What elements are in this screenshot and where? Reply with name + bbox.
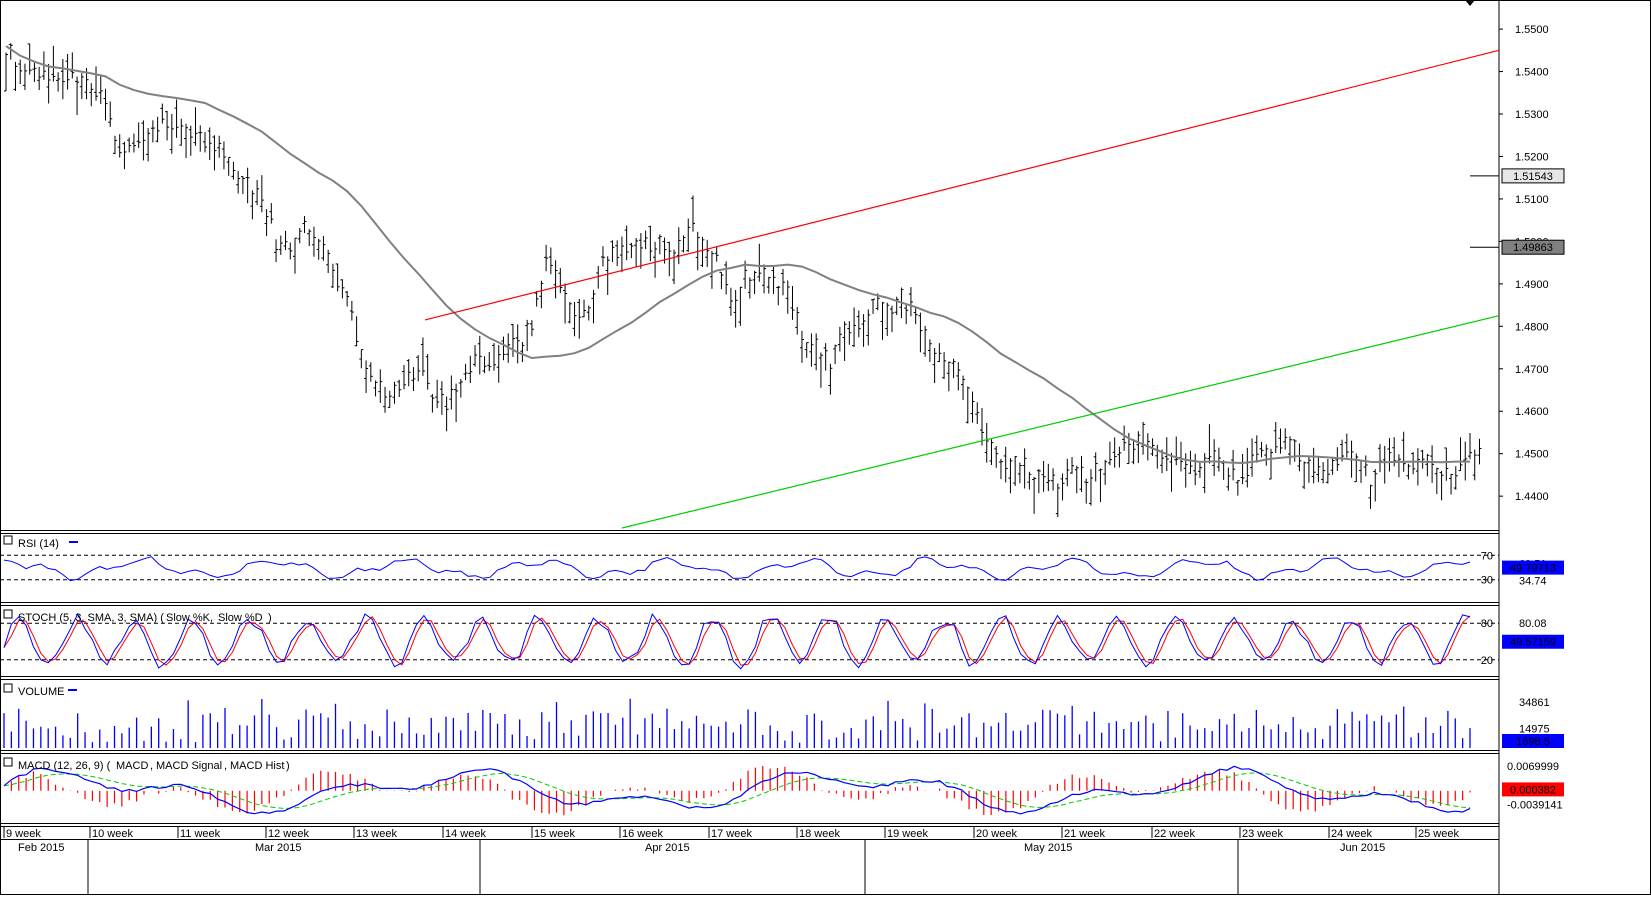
week-label: 23 week bbox=[1242, 828, 1283, 840]
stoch-toggle-box bbox=[3, 609, 13, 619]
week-label: 17 week bbox=[711, 828, 752, 840]
resistance-trendline bbox=[424, 49, 1500, 321]
sma-value-label: 1.49863 bbox=[1513, 242, 1553, 254]
week-label: 10 week bbox=[92, 828, 133, 840]
sma-line bbox=[5, 45, 1470, 465]
month-label: Jun 2015 bbox=[1340, 842, 1385, 854]
price-tick-label: 1.5300 bbox=[1515, 109, 1549, 121]
week-label: 20 week bbox=[976, 828, 1017, 840]
rsi-toggle-box bbox=[3, 535, 13, 545]
rsi-level-30: 30 bbox=[1481, 575, 1493, 587]
stoch-d-legend: Slow %D bbox=[218, 612, 263, 624]
price-tick-label: 1.5500 bbox=[1515, 24, 1549, 36]
price-tick-label: 1.4500 bbox=[1515, 449, 1549, 461]
macd-legend-hist: MACD Hist bbox=[230, 760, 284, 772]
support-trendline bbox=[621, 315, 1500, 529]
stoch-legend-sep: , bbox=[210, 612, 213, 624]
stoch-d-line bbox=[3, 615, 1471, 666]
macd-title: MACD (12, 26, 9) ( bbox=[18, 760, 111, 772]
stoch-level-20: 20 bbox=[1481, 655, 1493, 667]
macd-toggle-box bbox=[3, 757, 13, 767]
week-label: 16 week bbox=[622, 828, 663, 840]
week-label: 15 week bbox=[534, 828, 575, 840]
week-label: 12 week bbox=[268, 828, 309, 840]
stoch-value-box bbox=[1502, 634, 1564, 649]
price-tick-label: 1.5100 bbox=[1515, 194, 1549, 206]
week-label: 14 week bbox=[445, 828, 486, 840]
rsi-value-label: 49.79713 bbox=[1510, 563, 1556, 575]
last-price-box bbox=[1501, 168, 1565, 184]
price-tick-label: 1.4600 bbox=[1515, 406, 1549, 418]
macd-line bbox=[3, 765, 1471, 815]
week-label: 9 week bbox=[6, 828, 41, 840]
volume-value-box bbox=[1502, 734, 1564, 748]
week-label: 19 week bbox=[887, 828, 928, 840]
macd-value-label: 0.000382 bbox=[1510, 784, 1556, 796]
stoch-k-line bbox=[3, 612, 1471, 670]
price-tick-label: 1.4900 bbox=[1515, 279, 1549, 291]
macd-legend-macd: MACD bbox=[116, 760, 148, 772]
price-tick-label: 1.4400 bbox=[1515, 491, 1549, 503]
stoch-title: STOCH (5, 3, SMA, 3, SMA) ( bbox=[18, 612, 164, 624]
stoch-tick-1: 80.08 bbox=[1519, 618, 1547, 630]
macd-legend-signal: MACD Signal bbox=[156, 760, 222, 772]
macd-legend-sep1: , bbox=[150, 760, 153, 772]
price-tick-label: 1.5200 bbox=[1515, 151, 1549, 163]
macd-legend-sep2: , bbox=[224, 760, 227, 772]
macd-legend-close: ) bbox=[286, 760, 290, 772]
month-label: Mar 2015 bbox=[255, 842, 301, 854]
volume-toggle-box bbox=[3, 683, 13, 693]
volume-tick-2: 14975 bbox=[1519, 723, 1550, 735]
stoch-level-80: 80 bbox=[1481, 618, 1493, 630]
macd-tick-1: 0.0069999 bbox=[1507, 761, 1559, 773]
week-label: 25 week bbox=[1418, 828, 1459, 840]
rsi-value-box bbox=[1502, 560, 1564, 575]
volume-tick-1: 34861 bbox=[1519, 697, 1550, 709]
week-label: 13 week bbox=[356, 828, 397, 840]
price-tick-label: 1.4800 bbox=[1515, 321, 1549, 333]
week-label: 18 week bbox=[799, 828, 840, 840]
week-label: 11 week bbox=[180, 828, 221, 840]
rsi-title: RSI (14) bbox=[18, 538, 59, 550]
month-label: Feb 2015 bbox=[18, 842, 64, 854]
volume-title: VOLUME bbox=[18, 686, 64, 698]
week-label: 24 week bbox=[1331, 828, 1372, 840]
macd-tick-2: -0.0039141 bbox=[1507, 800, 1563, 812]
week-label: 22 week bbox=[1154, 828, 1195, 840]
price-tick-label: 1.4700 bbox=[1515, 364, 1549, 376]
stoch-k-legend: Slow %K bbox=[166, 612, 211, 624]
month-label: Apr 2015 bbox=[645, 842, 690, 854]
stoch-value-label: 49.57159 bbox=[1510, 637, 1556, 649]
scroll-marker-icon bbox=[1465, 0, 1475, 6]
rsi-level-70: 70 bbox=[1481, 550, 1493, 562]
volume-value-label: 1698.5 bbox=[1516, 736, 1550, 748]
week-label: 21 week bbox=[1064, 828, 1105, 840]
rsi-line bbox=[3, 556, 1471, 582]
macd-signal-line bbox=[3, 772, 1471, 809]
last-price-label: 1.51543 bbox=[1513, 171, 1553, 183]
macd-value-box bbox=[1502, 782, 1564, 797]
sma-value-box bbox=[1501, 239, 1565, 255]
month-label: May 2015 bbox=[1024, 842, 1072, 854]
stoch-legend-close: ) bbox=[268, 612, 272, 624]
rsi-tick-2: 34.74 bbox=[1519, 576, 1547, 588]
price-tick-label: 1.5400 bbox=[1515, 67, 1549, 79]
